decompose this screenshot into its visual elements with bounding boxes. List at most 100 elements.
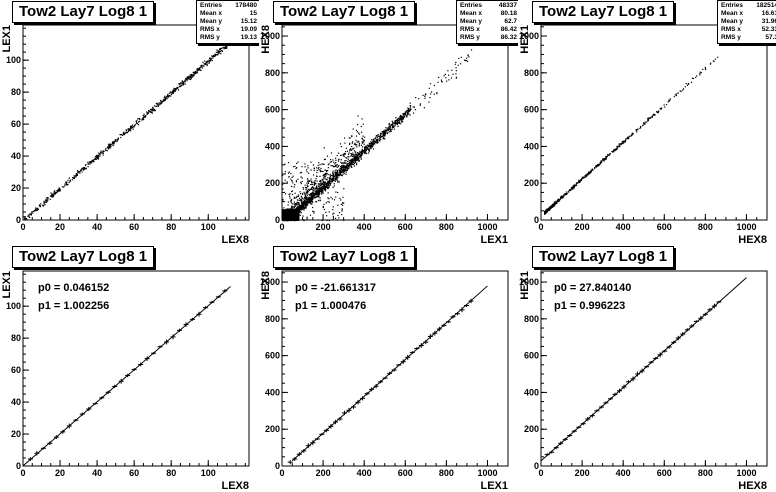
data-point bbox=[320, 181, 322, 183]
data-point bbox=[344, 167, 347, 169]
data-point bbox=[594, 167, 596, 170]
data-point bbox=[591, 169, 593, 172]
data-point bbox=[399, 118, 401, 120]
data-point bbox=[636, 131, 638, 133]
data-point bbox=[302, 205, 304, 208]
data-point bbox=[363, 141, 365, 143]
data-point bbox=[447, 70, 449, 72]
data-point bbox=[322, 163, 324, 165]
data-point bbox=[307, 180, 309, 183]
data-point bbox=[316, 192, 318, 194]
data-point bbox=[288, 215, 290, 218]
data-point bbox=[551, 204, 553, 206]
data-point bbox=[311, 183, 313, 185]
data-point bbox=[344, 160, 346, 162]
data-point bbox=[298, 213, 300, 215]
data-point bbox=[657, 112, 659, 114]
plot-title: Tow2 Lay7 Log8 1 bbox=[273, 246, 416, 268]
data-point bbox=[580, 179, 582, 181]
data-point bbox=[24, 215, 26, 218]
data-point bbox=[296, 199, 299, 201]
data-point bbox=[605, 157, 608, 159]
data-point bbox=[51, 195, 54, 197]
data-point bbox=[357, 152, 359, 154]
data-point bbox=[93, 159, 95, 161]
data-point bbox=[296, 214, 299, 216]
data-point bbox=[575, 184, 578, 186]
data-point bbox=[290, 213, 292, 215]
data-point bbox=[304, 193, 306, 195]
data-point bbox=[328, 211, 330, 213]
data-point bbox=[328, 163, 330, 165]
data-point bbox=[159, 103, 161, 105]
data-point bbox=[353, 156, 355, 158]
data-point bbox=[322, 206, 324, 209]
data-point bbox=[218, 52, 220, 54]
data-point bbox=[319, 180, 321, 182]
data-point bbox=[468, 56, 470, 58]
data-point bbox=[292, 206, 294, 208]
data-point bbox=[323, 187, 326, 189]
data-point bbox=[307, 198, 310, 200]
data-point bbox=[350, 145, 353, 148]
data-point bbox=[94, 158, 96, 161]
data-point bbox=[307, 198, 309, 201]
data-point bbox=[33, 210, 35, 212]
data-point bbox=[226, 46, 228, 48]
data-point bbox=[379, 134, 382, 137]
data-point bbox=[163, 96, 165, 99]
data-point bbox=[142, 115, 144, 117]
data-point bbox=[156, 105, 158, 107]
data-point bbox=[305, 206, 307, 208]
data-point bbox=[337, 180, 339, 182]
data-point bbox=[343, 219, 345, 221]
data-point bbox=[132, 128, 134, 130]
data-point bbox=[632, 133, 634, 135]
data-point bbox=[565, 193, 568, 195]
data-point bbox=[322, 188, 324, 190]
data-point bbox=[327, 180, 330, 183]
data-point bbox=[298, 206, 300, 209]
data-point bbox=[290, 202, 292, 204]
data-point bbox=[377, 133, 379, 136]
data-point bbox=[318, 166, 320, 169]
data-point bbox=[328, 219, 331, 222]
data-point bbox=[603, 159, 605, 161]
data-point bbox=[151, 112, 154, 114]
data-point bbox=[361, 152, 363, 154]
data-point bbox=[409, 109, 411, 111]
data-point bbox=[153, 108, 155, 110]
data-point bbox=[130, 125, 132, 127]
data-point bbox=[368, 142, 370, 144]
data-point bbox=[586, 174, 588, 176]
data-point bbox=[340, 167, 342, 169]
data-point bbox=[297, 211, 299, 213]
data-point bbox=[29, 216, 31, 218]
data-point bbox=[124, 133, 126, 135]
x-tick-label: 20 bbox=[55, 222, 65, 232]
data-point bbox=[623, 140, 625, 142]
data-point bbox=[184, 80, 186, 82]
data-point bbox=[391, 123, 393, 126]
data-point bbox=[24, 218, 26, 220]
data-point bbox=[588, 171, 590, 173]
data-point bbox=[335, 157, 337, 159]
data-point bbox=[151, 108, 153, 110]
data-point bbox=[297, 161, 299, 163]
data-point bbox=[54, 190, 56, 192]
data-point bbox=[370, 141, 373, 143]
data-point bbox=[196, 72, 198, 74]
data-point bbox=[51, 196, 53, 198]
data-point bbox=[43, 200, 45, 203]
data-point bbox=[364, 150, 366, 152]
y-tick-label: 0 bbox=[275, 215, 280, 225]
data-point bbox=[95, 156, 98, 159]
x-tick-label: 600 bbox=[657, 222, 672, 232]
x-axis-label: HEX8 bbox=[738, 234, 767, 246]
data-point bbox=[337, 214, 339, 217]
data-point bbox=[341, 165, 344, 167]
data-point bbox=[332, 206, 334, 208]
data-point bbox=[297, 194, 300, 196]
data-point bbox=[599, 162, 601, 164]
y-tick-label: 1000 bbox=[519, 277, 539, 287]
